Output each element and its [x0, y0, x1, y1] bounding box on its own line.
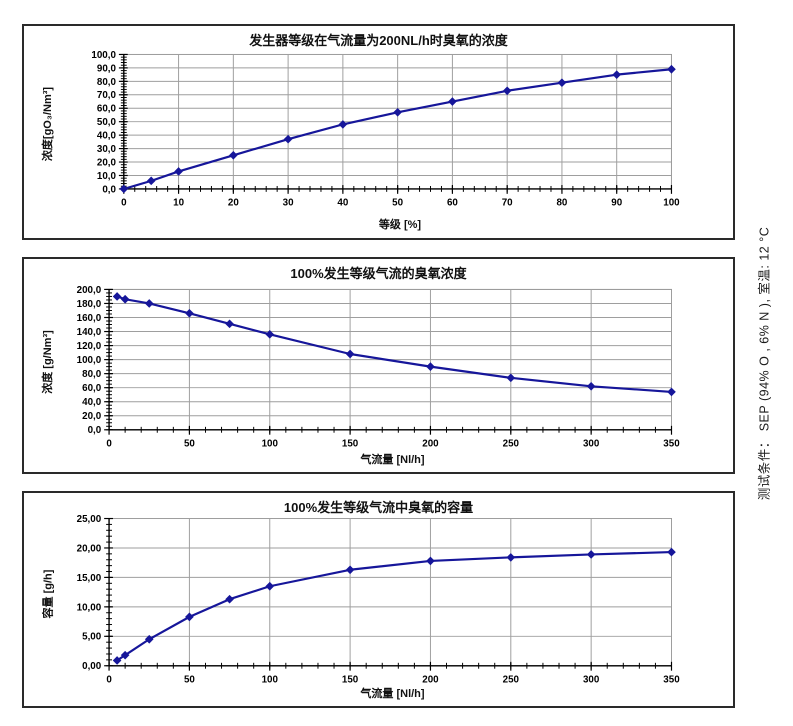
svg-text:350: 350 — [663, 438, 680, 449]
svg-text:0: 0 — [106, 438, 112, 449]
svg-text:140,0: 140,0 — [77, 327, 102, 338]
svg-text:30,0: 30,0 — [97, 144, 117, 155]
svg-text:180,0: 180,0 — [77, 299, 102, 310]
svg-text:20,00: 20,00 — [77, 543, 102, 554]
svg-text:60,0: 60,0 — [97, 104, 117, 115]
chart-canvas-concentration-vs-flow: 0 50 100 150 200 250 300 350 0,0 20,0 40,0 60,0 80,0… — [77, 285, 681, 450]
svg-text:90,0: 90,0 — [97, 63, 117, 74]
svg-text:80,0: 80,0 — [82, 369, 102, 380]
y-axis-label: 容量 [g/h] — [42, 569, 55, 619]
chart-box-full-level-capacity: 100%发生等级气流中臭氧的容量 0 50 100 150 200 250 300 350 0,… — [22, 491, 735, 708]
svg-text:200: 200 — [422, 438, 439, 449]
svg-text:160,0: 160,0 — [77, 313, 102, 324]
svg-text:80,0: 80,0 — [97, 77, 117, 88]
svg-text:15,00: 15,00 — [77, 573, 102, 584]
svg-text:300: 300 — [583, 674, 600, 685]
svg-text:150: 150 — [342, 438, 359, 449]
chart-title: 100%发生等级气流的臭氧浓度 — [290, 266, 467, 281]
svg-text:50: 50 — [184, 438, 195, 449]
svg-text:20,0: 20,0 — [97, 157, 117, 168]
svg-text:0,0: 0,0 — [102, 184, 116, 195]
svg-text:40,0: 40,0 — [97, 131, 117, 142]
svg-text:0,0: 0,0 — [88, 425, 102, 436]
chart-title: 发生器等级在气流量为200NL/h时臭氧的浓度 — [249, 33, 508, 48]
svg-text:100,0: 100,0 — [91, 50, 116, 61]
svg-text:50: 50 — [392, 198, 403, 209]
chart-canvas-generator-level: 0 10 20 30 40 50 60 70 80 90 100 0,0 10,0 20,0 30,0 40,… — [91, 50, 680, 209]
svg-text:50,0: 50,0 — [97, 117, 117, 128]
svg-text:80: 80 — [556, 198, 567, 209]
svg-text:25,00: 25,00 — [77, 514, 102, 525]
svg-text:40: 40 — [337, 198, 348, 209]
svg-text:120,0: 120,0 — [77, 341, 102, 352]
svg-text:50: 50 — [184, 674, 195, 685]
chart-title: 100%发生等级气流中臭氧的容量 — [283, 500, 474, 515]
y-axis-label-wrap: 浓度 [g/Nm³] — [32, 290, 62, 433]
svg-text:100: 100 — [663, 198, 680, 209]
y-axis-label-wrap: 容量 [g/h] — [32, 519, 62, 669]
svg-text:70: 70 — [502, 198, 513, 209]
test-conditions-note: 测试条件： SEP (94% O , 6% N ), 室温: 12 °C — [757, 226, 772, 500]
svg-text:60,0: 60,0 — [82, 383, 102, 394]
svg-text:100: 100 — [262, 438, 279, 449]
x-axis-label: 等级 [%] — [378, 219, 422, 231]
svg-text:200: 200 — [422, 674, 439, 685]
chart-canvas-capacity-vs-flow: 0 50 100 150 200 250 300 350 0,00 5,00 10,00 15,00 2… — [77, 514, 681, 685]
y-axis-label-wrap: 浓度[gO₃/Nm³] — [32, 55, 62, 192]
y-axis-label: 浓度 [g/Nm³] — [42, 329, 55, 394]
chart-box-generator-level-concentration: 发生器等级在气流量为200NL/h时臭氧的浓度 0 10 20 30 40 50 60 70 8… — [22, 24, 735, 240]
svg-text:5,00: 5,00 — [82, 632, 102, 643]
x-axis-label: 气流量 [Nl/h] — [360, 688, 425, 700]
svg-text:0: 0 — [121, 198, 127, 209]
svg-text:150: 150 — [342, 674, 359, 685]
svg-text:70,0: 70,0 — [97, 90, 117, 101]
svg-text:10,0: 10,0 — [97, 171, 117, 182]
y-axis-label: 浓度[gO₃/Nm³] — [42, 86, 55, 161]
chart-box-full-level-concentration: 100%发生等级气流的臭氧浓度 0 50 100 150 200 250 300 350 0,0… — [22, 257, 735, 474]
svg-text:40,0: 40,0 — [82, 397, 102, 408]
x-axis-label: 气流量 [Nl/h] — [360, 454, 425, 466]
svg-text:300: 300 — [583, 438, 600, 449]
svg-text:10: 10 — [173, 198, 184, 209]
svg-text:20,0: 20,0 — [82, 411, 102, 422]
svg-text:20: 20 — [228, 198, 239, 209]
svg-text:30: 30 — [283, 198, 294, 209]
svg-text:0: 0 — [106, 674, 112, 685]
svg-text:250: 250 — [503, 438, 520, 449]
svg-text:100: 100 — [262, 674, 279, 685]
svg-text:0,00: 0,00 — [82, 661, 102, 672]
test-conditions-note-wrap: 测试条件： SEP (94% O , 6% N ), 室温: 12 °C — [741, 0, 785, 726]
svg-text:10,00: 10,00 — [77, 602, 102, 613]
svg-text:90: 90 — [611, 198, 622, 209]
svg-text:60: 60 — [447, 198, 458, 209]
svg-text:100,0: 100,0 — [77, 355, 102, 366]
svg-text:250: 250 — [503, 674, 520, 685]
svg-text:200,0: 200,0 — [77, 285, 102, 296]
svg-text:350: 350 — [663, 674, 680, 685]
